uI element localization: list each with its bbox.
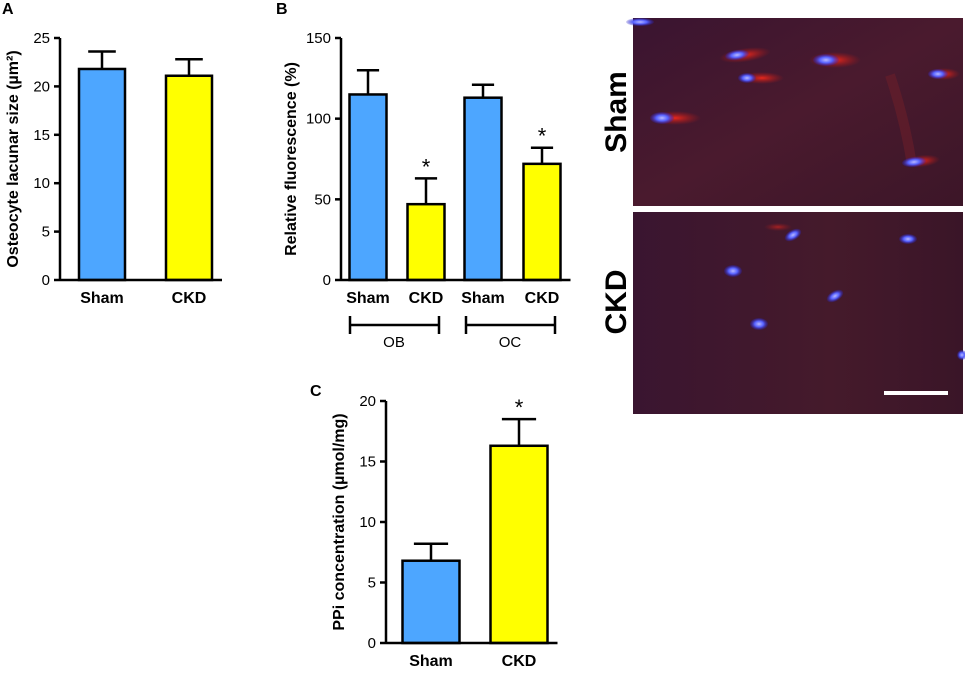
significance-star: *	[515, 395, 524, 420]
chart-c: Sham CKD * 0 5 10 15 20 PPi concentration (µmol/…	[331, 393, 558, 670]
y-axis-label: PPi concentration (µmol/mg)	[331, 413, 348, 630]
chart-a: Sham CKD 0 5 10 15 20 25 Osteocyte lacunar size …	[5, 30, 222, 307]
y-tick-label: 25	[33, 30, 50, 47]
group-brackets: OB OC	[348, 316, 557, 351]
bar-sham	[348, 93, 388, 282]
significance-star: *	[538, 124, 547, 149]
panel-letter-a: A	[2, 1, 14, 18]
bar-sham	[463, 96, 503, 282]
y-axis-label: Relative fluorescence (%)	[283, 62, 300, 256]
micrograph-label-ckd: CKD	[600, 270, 633, 335]
micrograph-sham	[626, 18, 963, 206]
bar-ckd	[406, 202, 446, 282]
y-axis-label: Osteocyte lacunar size (µm²)	[5, 50, 22, 267]
y-tick-label: 15	[359, 454, 376, 471]
category-label: CKD	[525, 290, 560, 307]
micrograph-label-sham: Sham	[600, 71, 633, 153]
category-label: CKD	[409, 290, 444, 307]
bar-ckd	[522, 162, 562, 282]
micrograph-ckd	[633, 212, 965, 414]
bar-sham	[77, 67, 127, 282]
bar-ckd	[489, 444, 549, 645]
category-label: Sham	[461, 290, 505, 307]
y-tick-label: 50	[314, 191, 331, 208]
group-label-ob: OB	[383, 334, 405, 351]
y-tick-label: 20	[33, 78, 50, 95]
category-label: Sham	[80, 290, 124, 307]
y-tick-label: 0	[323, 272, 331, 289]
bar-ckd	[164, 74, 214, 282]
panel-letter-c: C	[310, 383, 322, 400]
y-tick-label: 150	[306, 30, 331, 47]
y-tick-label: 5	[42, 224, 50, 241]
panel-letter-b: B	[276, 1, 288, 18]
y-tick-label: 0	[42, 272, 50, 289]
category-label: CKD	[502, 653, 537, 670]
y-tick-label: 10	[33, 175, 50, 192]
category-label: Sham	[409, 653, 453, 670]
y-tick-label: 10	[359, 514, 376, 531]
group-label-oc: OC	[499, 334, 522, 351]
bar-sham	[401, 559, 461, 645]
significance-star: *	[422, 154, 431, 179]
y-tick-label: 100	[306, 111, 331, 128]
category-label: CKD	[172, 290, 207, 307]
y-tick-label: 5	[368, 575, 376, 592]
chart-b: Sham CKD * Sham CKD * 0 50 100 150 Relative fluore…	[283, 30, 571, 307]
y-tick-label: 15	[33, 127, 50, 144]
category-label: Sham	[346, 290, 390, 307]
y-tick-label: 0	[368, 635, 376, 652]
y-tick-label: 20	[359, 393, 376, 410]
